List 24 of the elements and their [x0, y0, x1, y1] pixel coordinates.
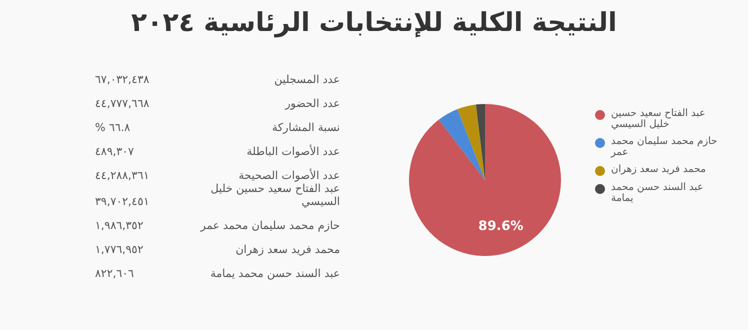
text: ٨٢٢,٦٠٦: [95, 267, 135, 280]
text: عبد الفتاح سعيد حسين خليل السيسي: [210, 182, 340, 208]
text: ٣٩,٧٠٢,٤٥١: [95, 195, 150, 208]
text: ٤٨٩,٣٠٧: [95, 145, 135, 158]
text: عبد السند حسن محمد يمامة: [209, 267, 340, 280]
text: % ٦٦.٨: [95, 121, 132, 134]
text: نسبة المشاركة: [271, 121, 340, 134]
text: عدد الأصوات الباطلة: [246, 145, 340, 158]
text: عدد الأصوات الصحيحة: [238, 169, 340, 182]
data-label: 89.6%: [478, 219, 524, 234]
text: ١,٩٨٦,٣٥٢: [95, 219, 144, 232]
text: محمد فريد سعد زهران: [234, 243, 340, 256]
text: ١,٧٧٦,٩٥٢: [95, 243, 144, 256]
chart-title: النتيجة الكلية للإنتخابات الرئاسية ٢٠٢٤: [130, 8, 618, 38]
legend-label: عبد السند حسن محمد يمامة: [611, 182, 704, 204]
legend-label: محمد فريد سعد زهران: [611, 164, 707, 175]
text: ٤٤,٢٨٨,٣٦١: [95, 169, 150, 182]
text: عدد الحضور: [284, 97, 340, 110]
text: ٤٤,٧٧٧,٦٦٨: [95, 97, 150, 110]
legend-label: عبد الفتاح سعيد حسين خليل السيسي: [611, 108, 706, 130]
text: حازم محمد سليمان محمد عمر: [199, 219, 340, 232]
text: ٦٧,٠٣٢,٤٣٨: [95, 73, 150, 86]
legend-label: حازم محمد سليمان محمد عمر: [611, 136, 718, 158]
text: عدد المسجلين: [273, 73, 340, 86]
